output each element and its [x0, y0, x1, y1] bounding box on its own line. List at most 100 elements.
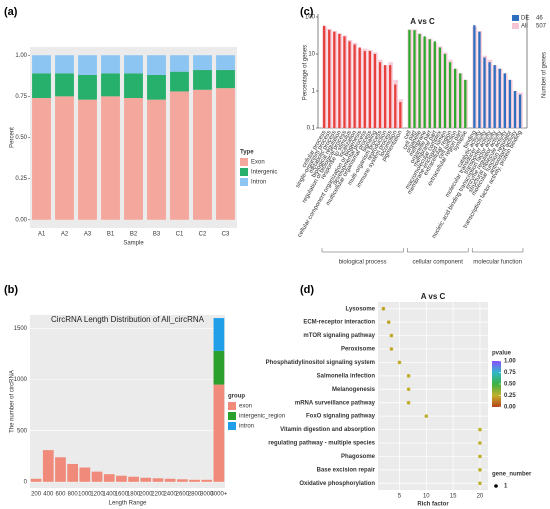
de-bar: [348, 41, 351, 128]
x-tick-label: C3: [222, 232, 230, 238]
de-bar: [378, 62, 382, 128]
legend-swatch: [512, 15, 519, 21]
size-legend-title: gene_number: [492, 472, 532, 478]
group-label: cellular component: [413, 260, 464, 266]
panel-label: (b): [4, 284, 18, 296]
de-bar: [368, 51, 372, 128]
x-axis-label: Sample: [123, 241, 144, 247]
bar-segment: [67, 463, 79, 482]
bar-segment: [32, 73, 51, 99]
de-bar: [338, 33, 341, 128]
y-tick-label: FoxO signaling pathway: [306, 414, 376, 420]
x-tick-label: C1: [176, 232, 184, 238]
bar-segment: [124, 98, 143, 220]
de-bar: [389, 65, 392, 128]
bar-segment: [78, 55, 97, 75]
de-bar: [408, 29, 411, 128]
bar-segment: [140, 477, 152, 482]
point: [478, 454, 482, 459]
bar-segment: [164, 478, 176, 482]
plot-background: [378, 302, 488, 490]
x-tick-label: B3: [153, 232, 161, 238]
x-tick-label: 3000+: [210, 492, 227, 498]
y-tick-label: 1000: [14, 377, 28, 383]
chart-title: A vs C: [410, 17, 435, 26]
de-bar: [363, 51, 366, 128]
x-tick-label: A2: [61, 232, 69, 238]
point: [406, 387, 411, 392]
bar-segment: [32, 98, 51, 220]
bar-segment: [32, 55, 51, 74]
x-tick-label: 1000: [78, 492, 92, 498]
de-bar: [513, 91, 517, 128]
y-tick-label: 1: [312, 89, 316, 95]
y-tick-label: 1500: [14, 326, 28, 332]
bar-segment: [91, 471, 103, 482]
x-tick-label: 1200: [90, 492, 104, 498]
x-tick-label: C2: [199, 232, 207, 238]
de-bar: [428, 39, 431, 129]
point: [406, 400, 411, 405]
y-tick-label: 1.00: [15, 53, 27, 59]
legend-label: Intergenic: [251, 170, 277, 176]
colorbar-tick-label: 0.25: [504, 393, 516, 399]
x-tick-label: A1: [38, 232, 46, 238]
x-tick-label: 2400: [163, 492, 177, 498]
chart-title: A vs C: [421, 292, 446, 301]
y-tick-label: 10: [308, 52, 315, 58]
de-bar: [498, 68, 501, 128]
legend-title: group: [228, 394, 245, 400]
y-tick-label: ECM-receptor interaction: [303, 320, 375, 326]
y-tick-label: 0.75: [15, 94, 27, 100]
bar-segment: [201, 479, 213, 482]
bar-segment: [213, 350, 225, 385]
legend-title: Type: [240, 150, 254, 156]
de-bar: [353, 44, 356, 128]
bar-segment: [55, 96, 74, 220]
group-bracket: [407, 248, 469, 253]
y-tick-label: 0.1: [307, 126, 316, 132]
bar-segment: [216, 70, 235, 89]
panel-label: (c): [300, 6, 314, 18]
bar-segment: [152, 478, 164, 482]
y-tick-label: mRNA surveillance pathway: [295, 400, 376, 406]
group-label: biological process: [339, 260, 387, 266]
bar-segment: [101, 55, 120, 74]
de-bar: [323, 25, 326, 128]
y-tick-label: Lysosome: [346, 306, 376, 312]
x-tick-label: 2600: [176, 492, 190, 498]
de-bar: [488, 62, 491, 128]
y-tick-label: 0.00: [15, 217, 27, 223]
legend-swatch: [240, 178, 248, 186]
de-bar: [483, 57, 486, 128]
de-bar: [373, 54, 377, 128]
de-bar: [493, 65, 496, 128]
de-bar: [328, 29, 331, 128]
y-tick-label: 500: [17, 428, 28, 434]
de-bar: [358, 47, 361, 129]
x-tick-label: 1400: [103, 492, 117, 498]
de-bar: [459, 73, 462, 128]
y2-axis-label: Number of genes: [542, 52, 548, 98]
de-bar: [508, 79, 512, 128]
legend-label: intergenic_region: [239, 414, 285, 420]
group-label: molecular function: [473, 260, 522, 266]
point: [478, 481, 482, 486]
x-axis-label: Length Range: [109, 501, 147, 507]
y-tick-label: Salmonella infection: [317, 373, 376, 379]
x-tick-label: 600: [55, 492, 66, 498]
y-tick-label: Phagosome: [341, 454, 376, 460]
de-bar: [423, 36, 426, 128]
de-bar: [418, 33, 421, 128]
de-bar: [478, 31, 481, 129]
bar-segment: [193, 89, 212, 220]
point: [478, 441, 482, 445]
group-bracket: [471, 248, 524, 253]
legend-swatch: [228, 412, 236, 420]
x-tick-label: B2: [130, 232, 138, 238]
x-tick-label: 2800: [188, 492, 202, 498]
colorbar-tick-label: 1.00: [504, 359, 516, 365]
legend-label: Intron: [251, 180, 266, 186]
y-tick-label: regulating pathway - multiple species: [268, 441, 375, 447]
colorbar: [492, 361, 501, 407]
